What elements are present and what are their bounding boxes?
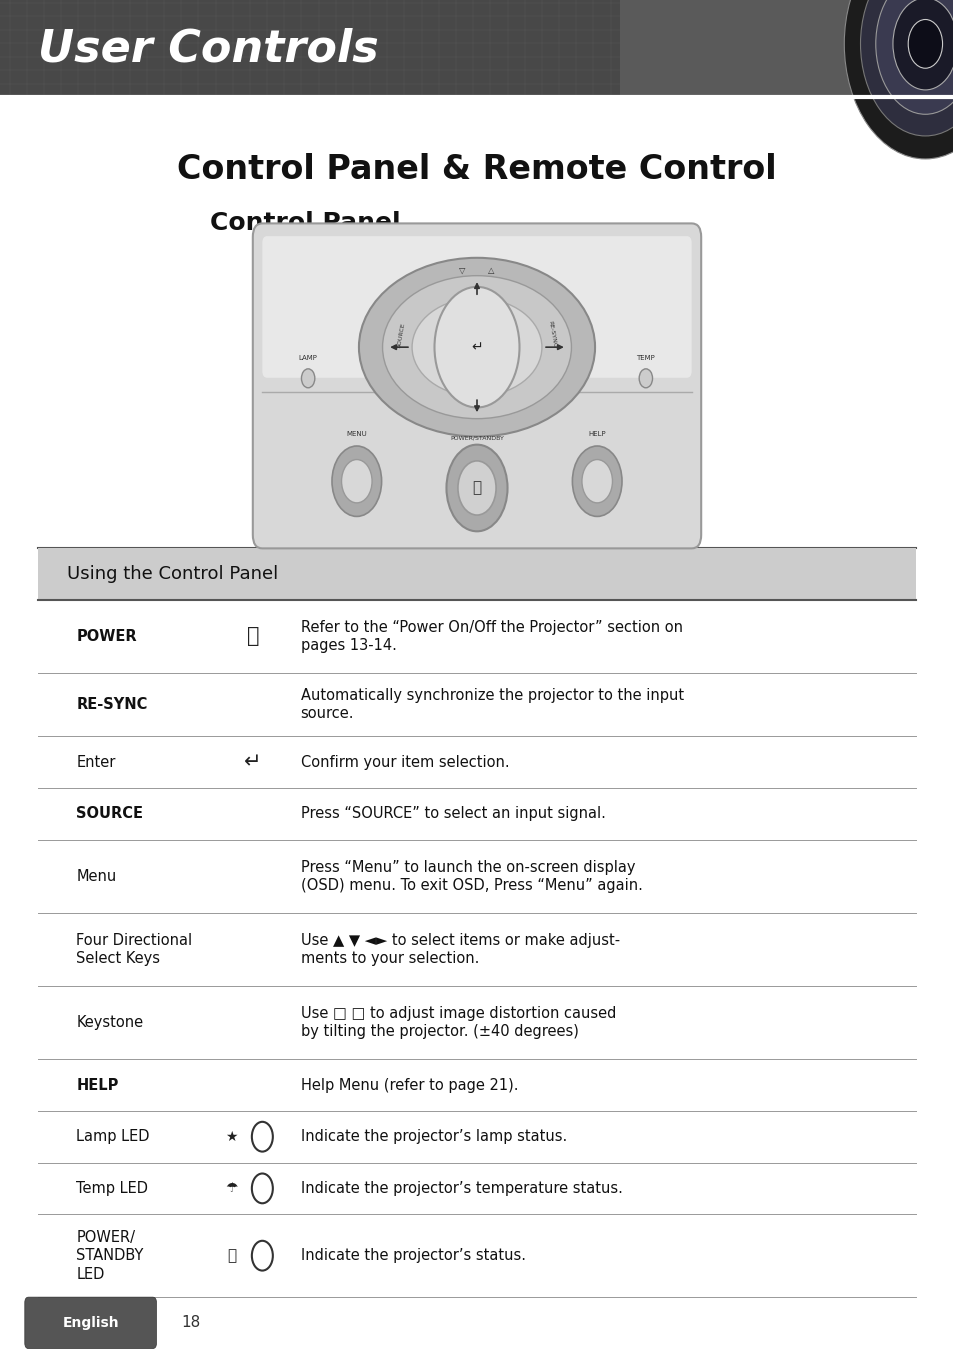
- Text: Keystone: Keystone: [76, 1016, 143, 1030]
- Text: TEMP: TEMP: [636, 355, 655, 360]
- Text: Confirm your item selection.: Confirm your item selection.: [300, 754, 509, 769]
- Text: POWER: POWER: [76, 628, 137, 645]
- Text: Press “Menu” to launch the on-screen display
(OSD) menu. To exit OSD, Press “Men: Press “Menu” to launch the on-screen dis…: [300, 860, 641, 894]
- Circle shape: [892, 0, 953, 89]
- Circle shape: [572, 445, 621, 516]
- Circle shape: [843, 0, 953, 158]
- Text: 18: 18: [181, 1315, 200, 1331]
- Circle shape: [301, 368, 314, 387]
- Text: RE-SYNC: RE-SYNC: [547, 321, 557, 348]
- Text: Press “SOURCE” to select an input signal.: Press “SOURCE” to select an input signal…: [300, 807, 605, 822]
- Circle shape: [332, 445, 381, 516]
- Text: ⏻: ⏻: [472, 481, 481, 496]
- Text: Control Panel & Remote Control: Control Panel & Remote Control: [177, 153, 776, 185]
- Text: Enter: Enter: [76, 754, 115, 769]
- Text: SOURCE: SOURCE: [396, 322, 406, 348]
- Text: ⏻: ⏻: [227, 1248, 236, 1263]
- Text: SOURCE: SOURCE: [76, 807, 143, 822]
- Circle shape: [457, 460, 496, 515]
- Text: △: △: [488, 265, 494, 275]
- Text: Use □ □ to adjust image distortion caused
by tilting the projector. (±40 degrees: Use □ □ to adjust image distortion cause…: [300, 1006, 616, 1040]
- Circle shape: [581, 459, 612, 502]
- Ellipse shape: [412, 298, 541, 397]
- Text: ★: ★: [225, 1129, 238, 1144]
- Text: Refer to the “Power On/Off the Projector” section on
pages 13-14.: Refer to the “Power On/Off the Projector…: [300, 620, 681, 653]
- Text: POWER/
STANDBY
LED: POWER/ STANDBY LED: [76, 1229, 144, 1282]
- Text: Help Menu (refer to page 21).: Help Menu (refer to page 21).: [300, 1078, 517, 1093]
- Text: MENU: MENU: [346, 431, 367, 436]
- Text: Automatically synchronize the projector to the input
source.: Automatically synchronize the projector …: [300, 688, 683, 722]
- Bar: [38, 548, 915, 600]
- Text: Control Panel: Control Panel: [210, 211, 400, 236]
- Circle shape: [446, 444, 507, 531]
- Circle shape: [341, 459, 372, 502]
- Text: RE-SYNC: RE-SYNC: [76, 697, 148, 712]
- Text: HELP: HELP: [76, 1078, 118, 1093]
- Text: Indicate the projector’s lamp status.: Indicate the projector’s lamp status.: [300, 1129, 566, 1144]
- Bar: [619, 0, 953, 97]
- Text: User Controls: User Controls: [38, 27, 378, 70]
- Text: LAMP: LAMP: [298, 355, 317, 360]
- FancyBboxPatch shape: [253, 223, 700, 548]
- Text: ↵: ↵: [244, 753, 261, 772]
- FancyBboxPatch shape: [25, 1297, 156, 1349]
- Circle shape: [875, 0, 953, 114]
- Ellipse shape: [358, 257, 595, 436]
- FancyBboxPatch shape: [262, 236, 691, 378]
- Circle shape: [907, 19, 942, 68]
- Text: ▽: ▽: [459, 265, 465, 275]
- Text: POWER/STANDBY: POWER/STANDBY: [450, 436, 503, 440]
- Text: ↵: ↵: [471, 340, 482, 355]
- Ellipse shape: [382, 276, 571, 418]
- Bar: [0, 0, 953, 97]
- Text: Indicate the projector’s status.: Indicate the projector’s status.: [300, 1248, 525, 1263]
- Text: Temp LED: Temp LED: [76, 1181, 148, 1196]
- Text: Lamp LED: Lamp LED: [76, 1129, 150, 1144]
- Text: Using the Control Panel: Using the Control Panel: [67, 565, 277, 584]
- Text: ⏻: ⏻: [246, 627, 259, 646]
- Text: Four Directional
Select Keys: Four Directional Select Keys: [76, 933, 193, 967]
- Text: Menu: Menu: [76, 869, 116, 884]
- Circle shape: [434, 287, 519, 408]
- Circle shape: [639, 368, 652, 387]
- Text: English: English: [62, 1316, 119, 1330]
- Text: Use ▲ ▼ ◄► to select items or make adjust-
ments to your selection.: Use ▲ ▼ ◄► to select items or make adjus…: [300, 933, 619, 967]
- Circle shape: [860, 0, 953, 135]
- Text: ☂: ☂: [225, 1182, 238, 1196]
- Text: HELP: HELP: [588, 431, 605, 436]
- Text: Indicate the projector’s temperature status.: Indicate the projector’s temperature sta…: [300, 1181, 621, 1196]
